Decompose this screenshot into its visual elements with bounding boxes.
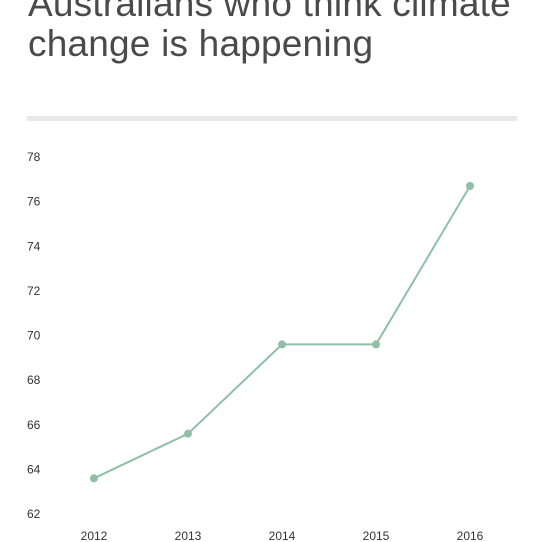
y-tick-label: 70	[27, 329, 41, 343]
data-point	[184, 429, 192, 438]
y-tick-label: 64	[27, 462, 41, 476]
y-tick-label: 72	[27, 284, 41, 298]
x-tick-label: 2013	[175, 529, 202, 542]
data-point	[372, 340, 380, 349]
x-tick-label: 2012	[81, 529, 108, 542]
y-tick-label: 68	[27, 373, 41, 387]
x-axis-ticks: 2012 2013 2014 2015 2016	[81, 529, 484, 542]
y-tick-label: 78	[27, 150, 41, 164]
x-tick-label: 2015	[363, 529, 390, 542]
x-tick-label: 2016	[457, 529, 484, 542]
y-tick-label: 74	[27, 239, 41, 253]
chart-title: Australians who think climate change is …	[28, 0, 511, 64]
y-tick-label: 76	[27, 195, 41, 209]
series-line	[93, 185, 471, 480]
series-layer	[90, 182, 474, 483]
x-tick-label: 2014	[269, 529, 296, 542]
title-divider	[27, 116, 517, 121]
y-axis-ticks: 62 64 66 68 70 72 74 76 78	[27, 150, 41, 521]
data-point	[278, 340, 286, 349]
data-point	[466, 182, 474, 191]
y-tick-label: 66	[27, 418, 41, 432]
y-tick-label: 62	[27, 507, 41, 521]
data-point	[90, 474, 98, 483]
